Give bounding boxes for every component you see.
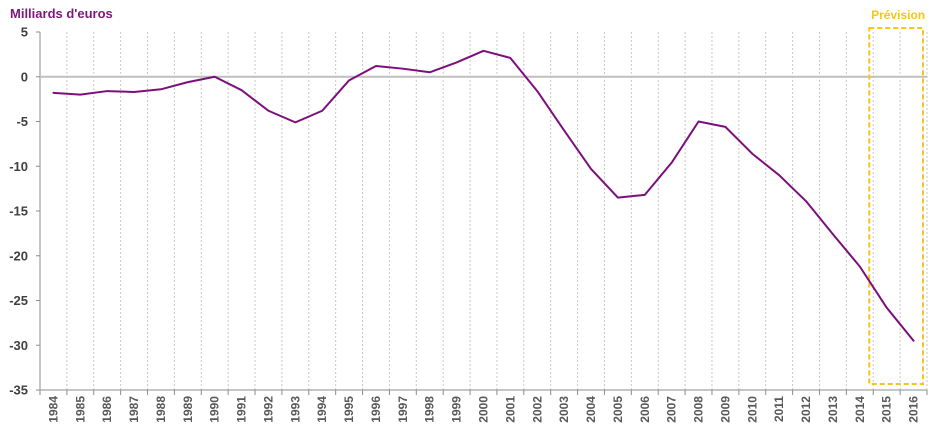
y-tick-label-1: 0 [21,69,28,84]
x-tick-label-2003: 2003 [557,396,571,423]
x-tick-label-2013: 2013 [826,396,840,423]
x-tick-label-2002: 2002 [530,396,544,423]
y-tick-label-6: -25 [9,293,28,308]
x-tick-label-2015: 2015 [880,396,894,423]
x-tick-label-2005: 2005 [611,396,625,423]
x-tick-label-2009: 2009 [718,396,732,423]
y-tick-label-8: -35 [9,383,28,398]
x-tick-label-1991: 1991 [235,396,249,423]
y-tick-label-0: 5 [21,25,28,40]
y-axis: 5 0 -5 -10 -15 -20 -25 -30 -35 [9,25,41,398]
forecast-box [868,27,925,385]
y-tick-label-7: -30 [9,338,28,353]
y-tick-label-5: -20 [9,248,28,263]
x-tick-label-2004: 2004 [584,396,598,423]
x-tick-label-1990: 1990 [208,396,222,423]
x-tick-label-1992: 1992 [261,396,275,423]
x-tick-label-1993: 1993 [288,396,302,423]
forecast-label: Prévision [871,8,925,22]
y-tick-label-2: -5 [16,114,28,129]
x-tick-label-1986: 1986 [100,396,114,423]
x-tick-label-2010: 2010 [745,396,759,423]
x-tick-label-1985: 1985 [73,396,87,423]
x-tick-label-2016: 2016 [907,396,921,423]
x-tick-label-1997: 1997 [396,396,410,423]
x-tick-label-2007: 2007 [665,396,679,423]
x-tick-label-1987: 1987 [127,396,141,423]
y-tick-label-3: -10 [9,159,28,174]
x-tick-label-1988: 1988 [154,396,168,423]
x-tick-label-1989: 1989 [181,396,195,423]
x-tick-label-2006: 2006 [638,396,652,423]
series-group [52,49,915,342]
x-tick-label-2001: 2001 [503,396,517,423]
x-tick-label-2012: 2012 [799,396,813,423]
x-tick-label-1998: 1998 [423,396,437,423]
x-tick-label-2000: 2000 [477,396,491,423]
x-tick-label-1994: 1994 [315,396,329,423]
x-tick-label-1984: 1984 [46,396,60,423]
y-axis-label: Milliards d'euros [10,6,113,21]
series-line-0 [52,49,915,342]
x-tick-label-2011: 2011 [772,396,786,422]
vertical-gridlines [66,32,928,390]
x-tick-label-2008: 2008 [692,396,706,423]
x-tick-label-1996: 1996 [369,396,383,423]
x-tick-label-2014: 2014 [853,396,867,423]
x-tick-label-1999: 1999 [450,396,464,423]
x-axis: 1984 1985 1986 1987 1988 1989 1990 1991 1992 1993… [39,75,928,423]
x-tick-label-1995: 1995 [342,396,356,423]
y-tick-label-4: -15 [9,204,28,219]
